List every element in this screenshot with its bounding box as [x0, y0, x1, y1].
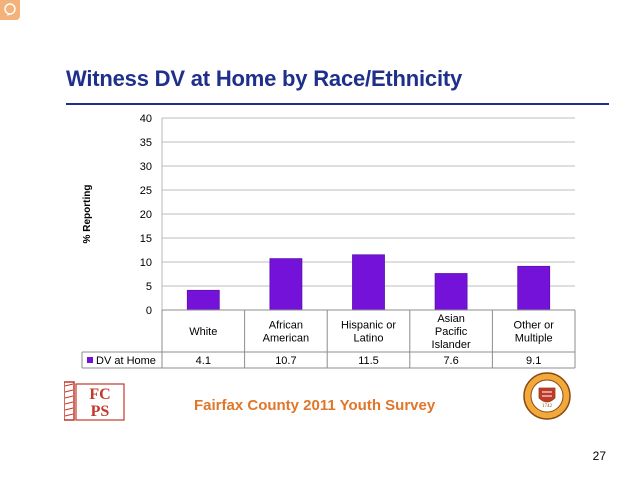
- bar: [517, 265, 551, 311]
- county-seal: 1742: [523, 372, 571, 425]
- y-tick-label: 40: [140, 113, 152, 125]
- bar: [352, 254, 385, 311]
- fcps-logo: FC PS: [63, 380, 126, 427]
- corner-icon: [0, 0, 20, 20]
- legend-swatch: [87, 357, 93, 363]
- seal-year: 1742: [542, 404, 553, 409]
- data-table-value: 4.1: [196, 355, 211, 367]
- logo-letters-top: FC: [89, 386, 110, 403]
- logo-letters-bottom: PS: [91, 403, 110, 420]
- x-category-label: Asian Pacific Islander: [432, 313, 471, 351]
- data-table-value: 11.5: [358, 355, 379, 367]
- bar: [186, 289, 220, 311]
- y-tick-label: 10: [140, 257, 152, 269]
- x-category-label: Other or Multiple: [514, 320, 555, 345]
- y-tick-label: 25: [140, 185, 152, 197]
- survey-footer: Fairfax County 2011 Youth Survey: [194, 397, 436, 414]
- x-category-label: African American: [263, 320, 309, 345]
- x-category-label: White: [189, 326, 217, 338]
- slide-title: Witness DV at Home by Race/Ethnicity: [66, 66, 463, 91]
- data-table-value: 9.1: [526, 355, 541, 367]
- x-category-label: Hispanic or Latino: [341, 320, 396, 345]
- data-table-value: 10.7: [275, 355, 296, 367]
- y-tick-label: 20: [140, 209, 152, 221]
- y-axis-label: % Reporting: [82, 185, 93, 244]
- title-divider: [66, 103, 609, 105]
- page-number: 27: [592, 449, 606, 463]
- y-tick-label: 15: [140, 233, 152, 245]
- y-tick-label: 35: [140, 137, 152, 149]
- y-tick-label: 0: [146, 305, 152, 317]
- y-tick-label: 5: [146, 281, 152, 293]
- data-table-value: 7.6: [443, 355, 458, 367]
- bar: [434, 273, 468, 311]
- legend-label: DV at Home: [96, 355, 156, 367]
- y-tick-label: 30: [140, 161, 152, 173]
- bar: [269, 258, 303, 311]
